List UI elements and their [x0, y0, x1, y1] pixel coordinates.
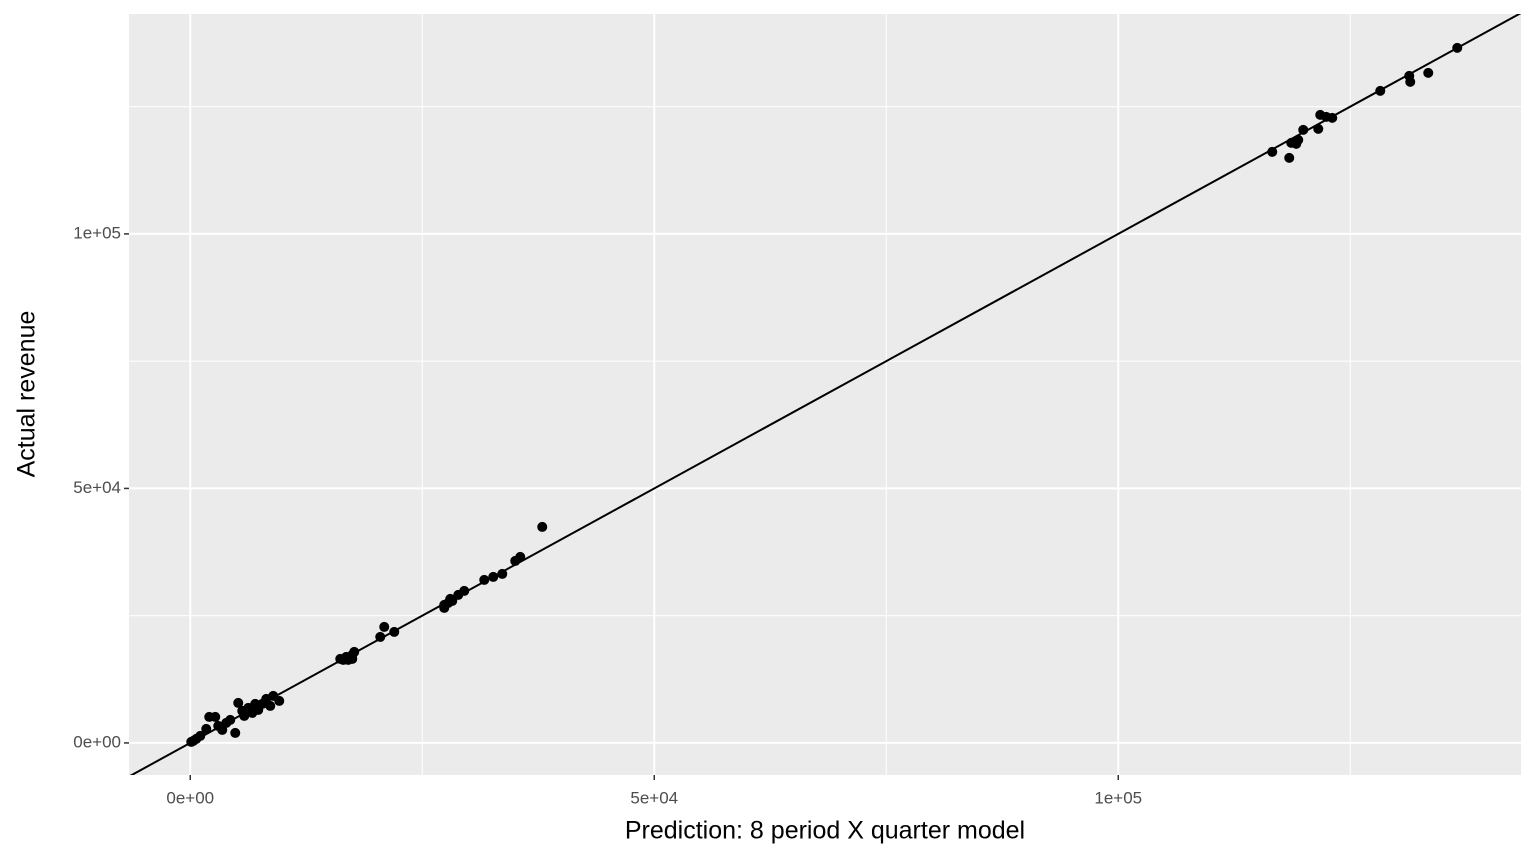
point: [1375, 85, 1386, 96]
point: [479, 574, 490, 585]
point: [230, 727, 241, 738]
x-axis-title: Prediction: 8 period X quarter model: [625, 817, 1025, 845]
point: [537, 521, 548, 532]
point: [233, 697, 244, 708]
point: [1405, 76, 1416, 87]
x-tick-label: 0e+00: [166, 788, 214, 807]
point: [1284, 152, 1295, 163]
point: [265, 700, 276, 711]
point: [204, 711, 215, 722]
point: [389, 626, 400, 637]
point: [445, 593, 456, 604]
point: [1293, 134, 1304, 145]
point: [1327, 112, 1338, 123]
point: [1313, 123, 1324, 134]
point: [1423, 67, 1434, 78]
point: [1452, 42, 1463, 53]
y-tick-label: 5e+04: [73, 478, 121, 497]
y-tick-label: 1e+05: [73, 223, 121, 242]
point: [253, 704, 264, 715]
x-tick-label: 1e+05: [1094, 788, 1142, 807]
point: [239, 710, 250, 721]
point: [375, 631, 386, 642]
point: [186, 736, 197, 747]
point: [349, 646, 360, 657]
point: [510, 555, 521, 566]
point: [201, 723, 212, 734]
point: [1298, 124, 1309, 135]
point: [217, 724, 228, 735]
x-tick-label: 5e+04: [630, 788, 678, 807]
point: [439, 602, 450, 613]
point: [379, 621, 390, 632]
point: [497, 568, 508, 579]
point: [488, 571, 499, 582]
y-tick-label: 0e+00: [73, 732, 121, 751]
y-axis-title: Actual revenue: [13, 311, 41, 478]
point: [338, 654, 349, 665]
point: [1267, 146, 1278, 157]
